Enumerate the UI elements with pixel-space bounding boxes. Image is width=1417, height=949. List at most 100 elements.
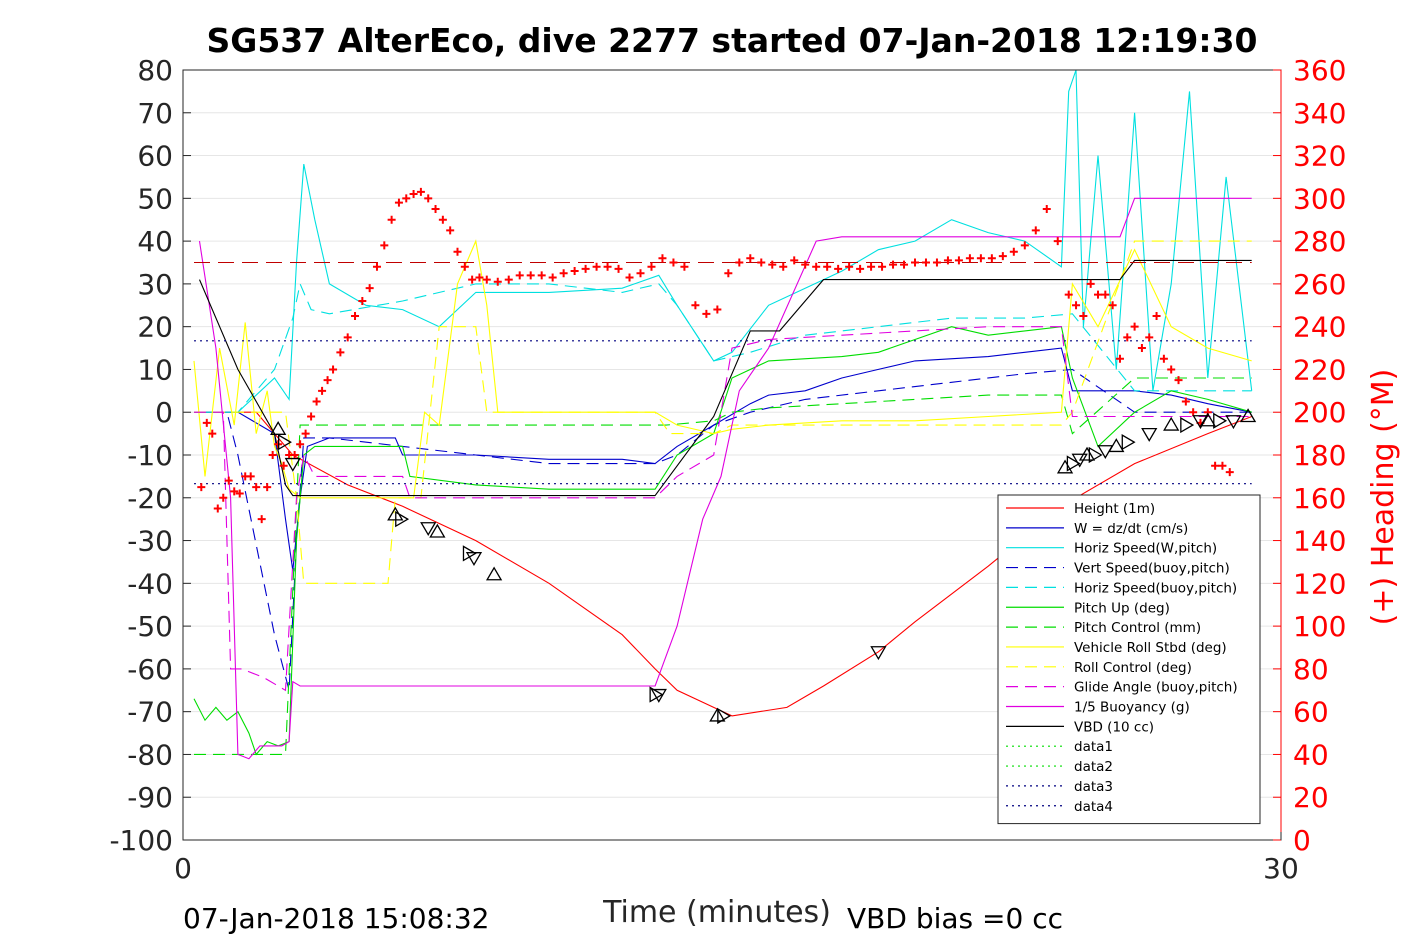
legend-label: W = dz/dt (cm/s) [1074, 521, 1188, 537]
triangle-marker [1225, 415, 1242, 430]
right-tick-label: 140 [1293, 525, 1346, 558]
right-tick-label: 120 [1293, 567, 1346, 600]
heading-point [1079, 311, 1088, 320]
heading-point [246, 472, 255, 481]
left-tick-label: -70 [127, 696, 173, 729]
triangle-marker [1088, 446, 1103, 464]
triangle-marker [429, 523, 446, 538]
right-tick-label: 260 [1293, 268, 1346, 301]
heading-point [219, 493, 228, 502]
heading-point [625, 273, 634, 282]
heading-point [691, 301, 700, 310]
triangle-marker [1121, 434, 1136, 451]
series-line [194, 377, 1252, 755]
left-tick-label: -60 [127, 653, 173, 686]
heading-point [468, 275, 477, 284]
triangle-marker [1078, 446, 1096, 461]
triangle-marker [1213, 412, 1228, 429]
heading-point [197, 483, 206, 492]
heading-point [213, 504, 222, 513]
right-tick-label: 160 [1293, 482, 1346, 515]
right-tick-label: 80 [1293, 653, 1329, 686]
heading-point [976, 254, 985, 263]
heading-point [493, 277, 502, 286]
heading-point [889, 260, 898, 269]
heading-point [372, 262, 381, 271]
heading-point [482, 275, 491, 284]
heading-point [1123, 333, 1132, 342]
left-tick-label: -100 [109, 824, 173, 857]
left-tick-label: 70 [137, 97, 173, 130]
heading-point [202, 418, 211, 427]
triangle-marker [465, 552, 483, 566]
heading-point [208, 429, 217, 438]
heading-point [713, 305, 722, 314]
heading-point [263, 483, 272, 492]
heading-points [197, 188, 1234, 524]
right-y-axis-label: (+) Heading (°M) [1366, 369, 1401, 626]
heading-point [475, 273, 484, 282]
triangle-marker [717, 707, 732, 725]
heading-point [235, 489, 244, 498]
heading-point [329, 365, 338, 374]
heading-point [1137, 344, 1146, 353]
triangle-marker [1108, 438, 1125, 453]
triangle-marker [395, 511, 410, 528]
heading-point [548, 273, 557, 282]
heading-point [845, 262, 854, 271]
footer-timestamp: 07-Jan-2018 15:08:32 [183, 902, 489, 935]
heading-point [680, 262, 689, 271]
heading-point [402, 194, 411, 203]
heading-point [526, 271, 535, 280]
triangle-marker [284, 457, 301, 472]
heading-point [424, 194, 433, 203]
right-tick-label: 320 [1293, 140, 1346, 173]
right-tick-label: 220 [1293, 353, 1346, 386]
triangle-marker [1163, 416, 1180, 431]
right-tick-label: 180 [1293, 439, 1346, 472]
series-line [194, 240, 1252, 584]
heading-point [1130, 322, 1139, 331]
triangle-marker [485, 566, 503, 581]
heading-point [1211, 461, 1220, 470]
heading-point [702, 309, 711, 318]
heading-point [658, 254, 667, 263]
heading-point [735, 258, 744, 267]
x-axis: 0 30 [174, 832, 1299, 885]
heading-point [1145, 333, 1154, 342]
heading-point [1115, 354, 1124, 363]
heading-point [647, 262, 656, 271]
right-tick-label: 0 [1293, 824, 1311, 857]
left-tick-label: -40 [127, 567, 173, 600]
triangle-marker [1066, 455, 1081, 472]
legend-label: Horiz Speed(W,pitch) [1074, 541, 1217, 557]
heading-point [779, 262, 788, 271]
heading-point [343, 333, 352, 342]
heading-point [351, 311, 360, 320]
left-tick-label: -50 [127, 610, 173, 643]
heading-point [296, 440, 305, 449]
heading-point [1094, 290, 1102, 299]
heading-point [1108, 301, 1117, 310]
heading-point [1181, 397, 1190, 406]
triangle-marker [1192, 415, 1209, 430]
heading-point [1101, 290, 1110, 299]
heading-point [1174, 376, 1183, 385]
legend-label: Roll Control (deg) [1074, 660, 1192, 676]
legend-label: data2 [1074, 759, 1113, 775]
heading-point [224, 476, 233, 485]
heading-point [1064, 290, 1073, 299]
legend-label: Pitch Control (mm) [1074, 620, 1201, 636]
heading-point [746, 254, 755, 263]
heading-point [537, 271, 546, 280]
heading-point [230, 487, 239, 496]
left-tick-label: -10 [127, 439, 173, 472]
heading-point [318, 386, 327, 395]
heading-point [559, 269, 568, 278]
heading-point [446, 226, 455, 235]
x-axis-label: Time (minutes) [602, 895, 831, 930]
left-tick-label: 80 [137, 54, 173, 87]
heading-point [1031, 226, 1040, 235]
heading-point [460, 262, 469, 271]
heading-point [834, 264, 843, 273]
